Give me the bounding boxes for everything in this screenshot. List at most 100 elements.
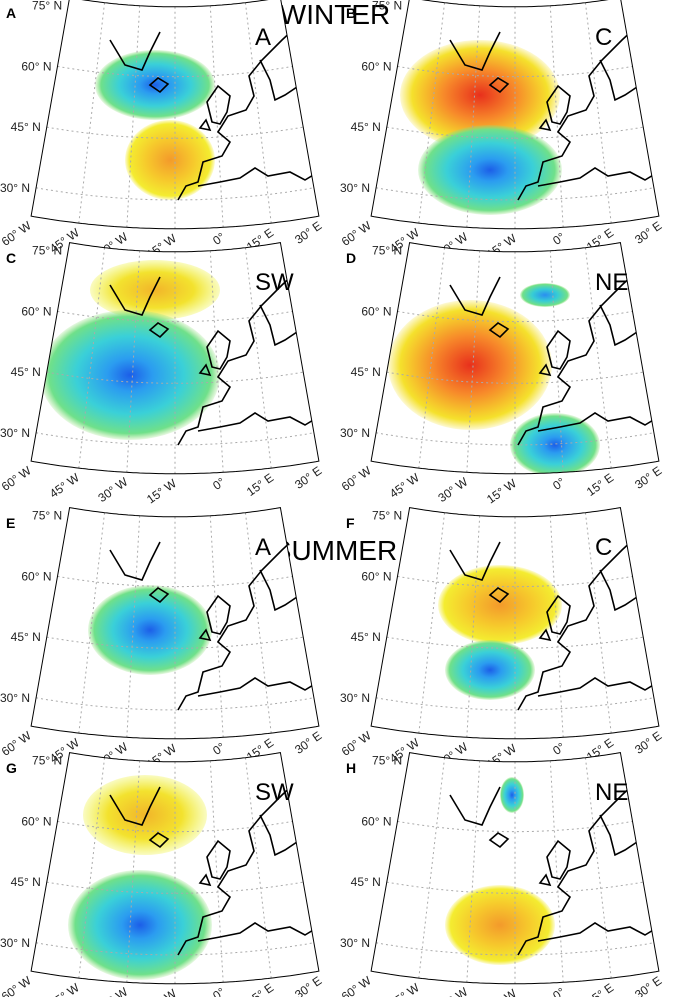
meridian — [126, 250, 141, 473]
lat-label: 30° N — [340, 936, 370, 950]
coastline — [537, 167, 659, 187]
lon-label: 30° W — [95, 984, 130, 997]
anomaly-field — [510, 413, 600, 474]
panel-letter: A — [6, 5, 16, 21]
panel-label: NE — [595, 779, 628, 806]
lon-label: 30° E — [632, 218, 664, 246]
meridian — [78, 512, 106, 734]
map-frame — [30, 752, 320, 985]
lon-label: 30° E — [292, 728, 324, 756]
panel-letter: E — [6, 515, 15, 531]
meridian — [78, 247, 106, 469]
coastline — [538, 873, 552, 887]
coastline — [546, 594, 571, 635]
map-frame — [370, 0, 660, 230]
coastline — [546, 839, 571, 880]
panel-label: C — [595, 534, 612, 561]
lat-label: 45° N — [351, 630, 381, 644]
meridian — [78, 2, 106, 224]
panel-label: SW — [255, 269, 294, 296]
coastline — [206, 594, 231, 635]
lon-label: 0° — [550, 740, 568, 758]
coastline — [198, 873, 212, 887]
lat-label: 45° N — [11, 365, 41, 379]
lon-label: 30° W — [435, 474, 470, 505]
coastline — [198, 118, 212, 132]
meridian — [584, 512, 612, 734]
anomaly-field — [125, 120, 215, 200]
lon-label: 15° W — [144, 476, 179, 507]
lon-label: 15° E — [584, 471, 616, 499]
coastline — [109, 786, 161, 826]
lon-label: 30° E — [292, 973, 324, 997]
meridian — [244, 2, 272, 224]
lon-label: 0° — [210, 230, 228, 248]
lon-label: 0° — [550, 985, 568, 997]
lon-label: 60° W — [0, 973, 34, 997]
lat-label: 30° N — [0, 426, 30, 440]
map-frame — [30, 507, 320, 740]
field — [376, 2, 659, 229]
lat-label: 30° N — [0, 181, 30, 195]
coastline — [197, 677, 319, 697]
panel-label: A — [255, 24, 271, 51]
field — [376, 757, 659, 984]
field — [376, 247, 659, 474]
coastline — [206, 329, 231, 370]
coastline — [517, 782, 636, 956]
lon-label: 15° W — [484, 476, 519, 507]
lon-label: 0° — [550, 475, 568, 493]
meridian — [418, 2, 446, 224]
meridian — [209, 760, 224, 983]
anomaly-field — [438, 565, 562, 645]
parallel — [57, 65, 293, 78]
lon-label: 30° E — [292, 218, 324, 246]
coastline — [109, 541, 161, 581]
coastline — [537, 412, 659, 432]
lon-label: 60° W — [339, 973, 374, 997]
anomaly-field — [388, 300, 552, 430]
lat-label: 30° N — [340, 426, 370, 440]
lon-label: 60° W — [339, 463, 374, 494]
season-title: WINTER — [280, 0, 390, 30]
parallel — [397, 820, 633, 833]
panel-letter: H — [346, 760, 356, 776]
coastline — [488, 322, 510, 339]
map-frame — [370, 507, 660, 740]
coastline — [109, 276, 161, 316]
coastline — [538, 363, 552, 377]
meridian — [209, 5, 224, 228]
meridian — [549, 515, 564, 738]
meridian — [584, 2, 612, 224]
meridian — [244, 512, 272, 734]
lat-label: 45° N — [351, 120, 381, 134]
lat-label: 30° N — [0, 691, 30, 705]
meridian — [209, 250, 224, 473]
field — [36, 757, 319, 984]
coastline — [517, 537, 636, 711]
panel-label: SW — [255, 779, 294, 806]
parallel — [397, 575, 633, 588]
lat-label: 75° N — [372, 509, 402, 523]
parallel — [376, 697, 654, 711]
panel-label: C — [595, 24, 612, 51]
parallel — [397, 65, 633, 78]
coastline — [148, 322, 170, 339]
meridian — [549, 760, 564, 983]
coastline — [197, 922, 319, 942]
lat-label: 45° N — [11, 120, 41, 134]
lat-label: 75° N — [32, 754, 62, 768]
lat-label: 30° N — [340, 181, 370, 195]
lon-label: 60° W — [0, 728, 34, 759]
coastline — [449, 786, 501, 826]
parallel — [36, 697, 314, 711]
coastline — [198, 363, 212, 377]
lon-label: 60° W — [0, 463, 34, 494]
anomaly-field — [88, 585, 212, 675]
coastline — [449, 541, 501, 581]
coastline — [148, 77, 170, 94]
